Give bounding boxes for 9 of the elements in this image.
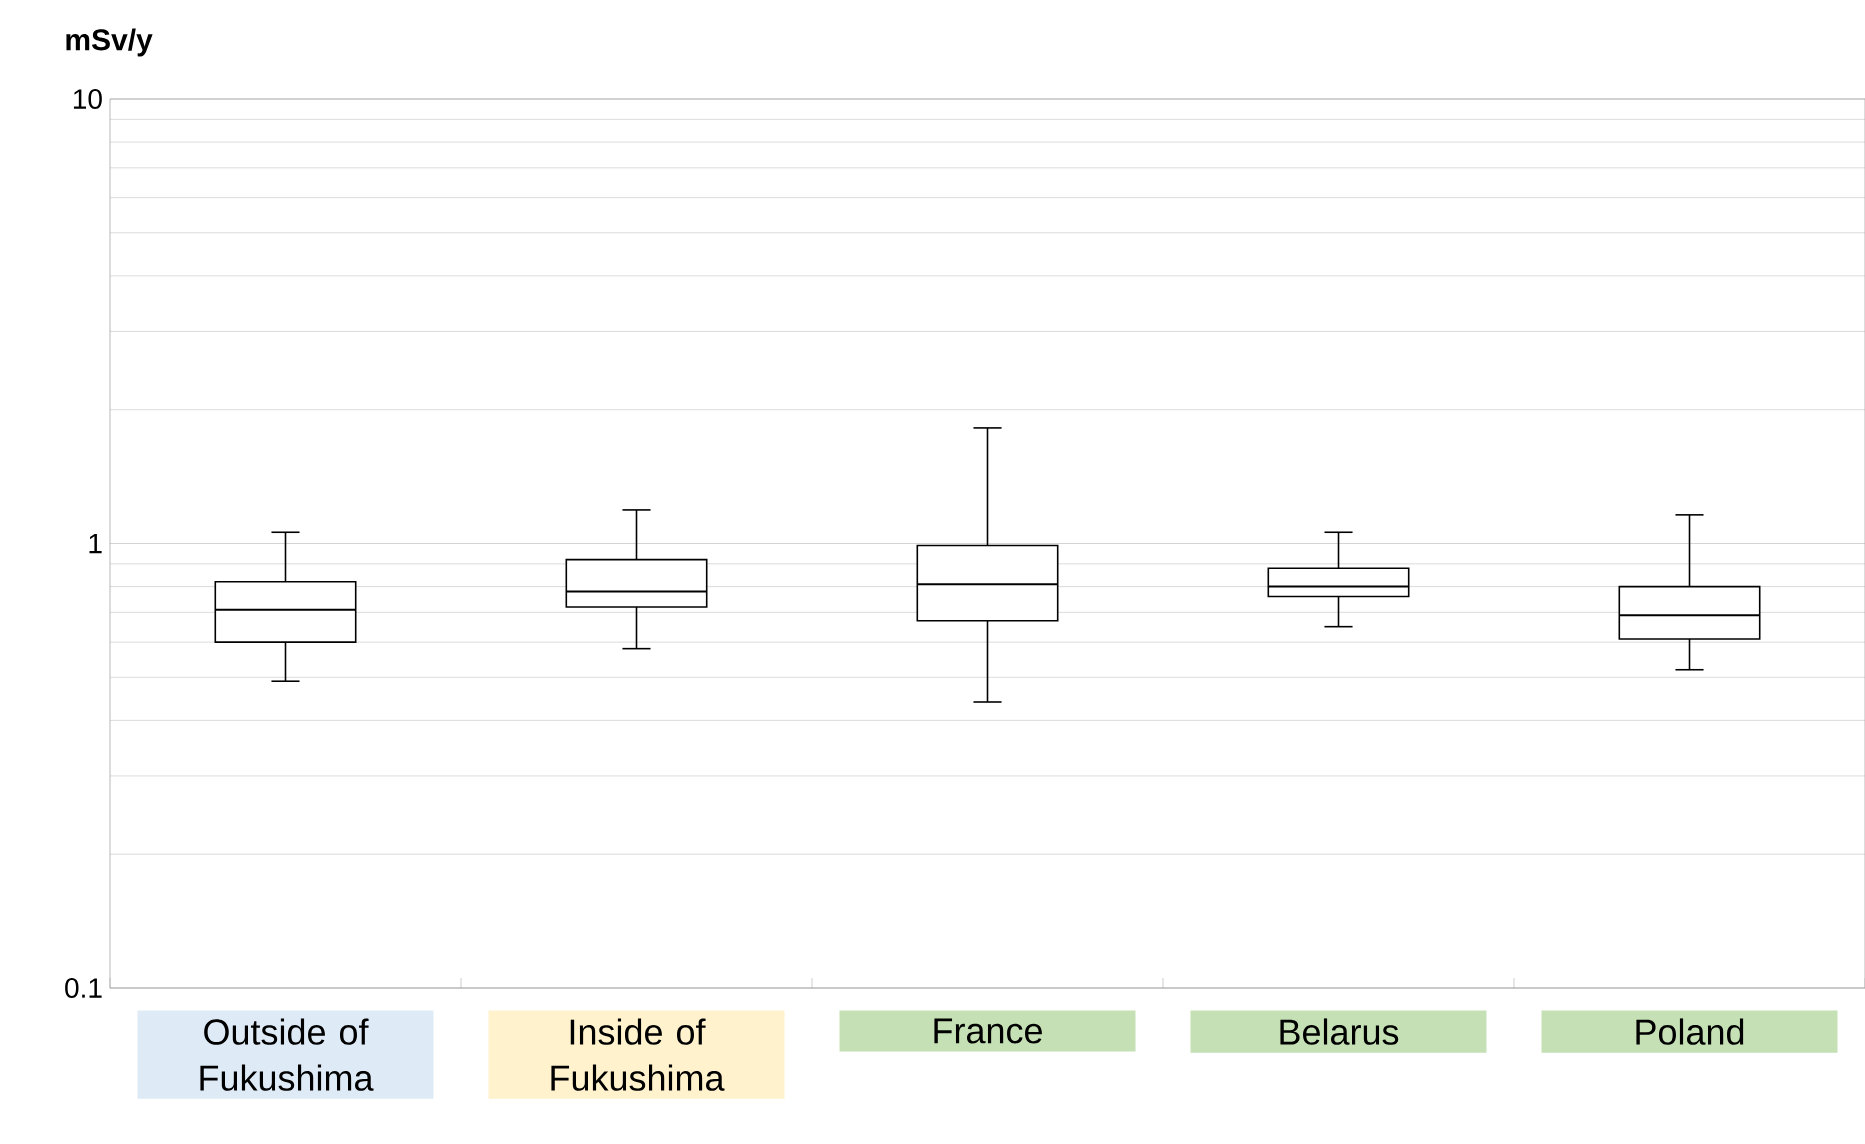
x-tick-label: Poland [1636,1018,1744,1045]
y-tick-label: 1 [89,533,102,554]
x-tick-label: France [934,1018,1042,1044]
y-axis-title: mSv/y [66,28,153,57]
x-tick-label: Outside of Fukushima [200,1018,374,1091]
y-tick-label: 10 [73,89,102,109]
x-tick-label: Inside of Fukushima [551,1018,725,1091]
x-tick-label: Belarus [1280,1018,1399,1045]
y-tick-label: 0.1 [65,978,102,998]
